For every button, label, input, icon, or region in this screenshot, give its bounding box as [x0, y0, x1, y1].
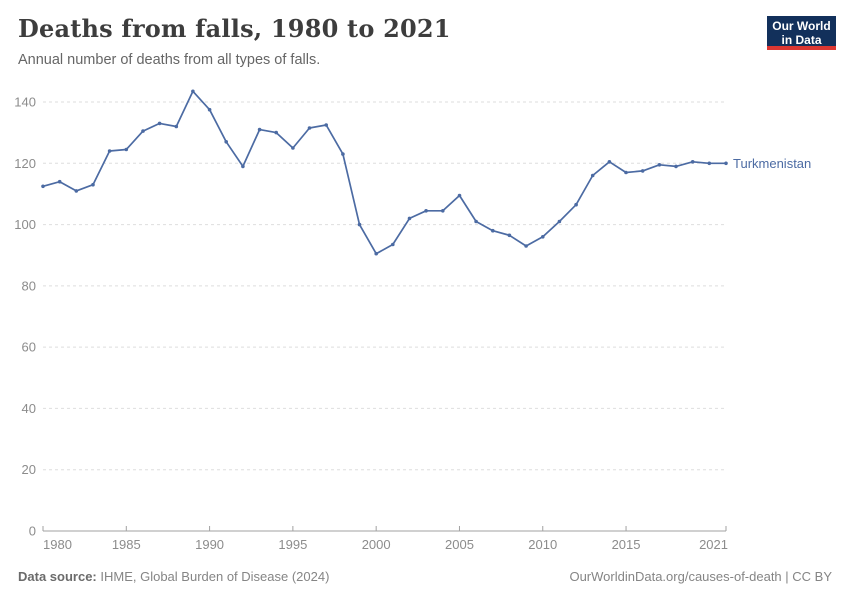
- data-point: [357, 222, 362, 227]
- data-point: [724, 161, 728, 166]
- data-point: [507, 233, 512, 238]
- data-point: [541, 235, 545, 239]
- data-point: [124, 147, 129, 152]
- y-tick-label: 120: [14, 156, 36, 171]
- data-point: [457, 193, 462, 198]
- data-point: [707, 161, 712, 166]
- data-point: [174, 124, 179, 129]
- data-point: [374, 251, 379, 256]
- data-point: [407, 216, 412, 221]
- x-tick-label: 2005: [445, 537, 474, 552]
- data-point: [191, 89, 195, 94]
- data-point: [91, 182, 95, 187]
- x-tick-label: 1985: [112, 537, 141, 552]
- data-point: [690, 160, 695, 164]
- data-point: [574, 202, 578, 207]
- data-point: [391, 242, 395, 247]
- entity-label-turkmenistan[interactable]: Turkmenistan: [733, 156, 811, 171]
- data-point: [307, 126, 312, 130]
- data-point: [557, 219, 562, 224]
- data-point: [657, 163, 662, 167]
- data-point: [224, 140, 228, 144]
- data-point: [57, 179, 62, 184]
- data-source-label: Data source:: [18, 569, 97, 584]
- data-point: [241, 164, 245, 169]
- y-tick-label: 40: [22, 401, 36, 416]
- data-point: [624, 170, 628, 175]
- chart-subtitle: Annual number of deaths from all types o…: [18, 52, 321, 68]
- data-point: [74, 189, 79, 193]
- x-tick-label: 1995: [278, 537, 307, 552]
- chart-header: Deaths from falls, 1980 to 2021 Annual n…: [0, 0, 850, 80]
- data-point: [324, 123, 329, 127]
- x-tick-label: 1990: [195, 537, 224, 552]
- owid-logo-line1: Our World: [772, 19, 831, 33]
- data-point: [424, 209, 428, 213]
- data-point: [157, 121, 162, 126]
- data-source-note: Data source: IHME, Global Burden of Dise…: [18, 569, 329, 584]
- data-point: [107, 149, 112, 153]
- data-point: [441, 209, 445, 213]
- x-tick-label: 2015: [612, 537, 641, 552]
- data-point: [607, 160, 612, 164]
- data-point: [640, 169, 645, 173]
- data-point: [474, 219, 478, 224]
- data-point: [141, 129, 145, 133]
- credit-link[interactable]: OurWorldinData.org/causes-of-death | CC …: [569, 569, 832, 584]
- data-point: [590, 173, 595, 178]
- y-tick-label: 20: [22, 462, 36, 477]
- x-tick-label: 2021: [699, 537, 728, 552]
- y-tick-label: 80: [22, 278, 36, 293]
- data-point: [207, 107, 212, 112]
- data-point: [524, 244, 528, 248]
- owid-logo: Our World in Data: [767, 16, 836, 50]
- data-point: [491, 228, 495, 233]
- data-point: [41, 184, 45, 189]
- x-tick-label: 2010: [528, 537, 557, 552]
- data-source-value: IHME, Global Burden of Disease (2024): [100, 569, 330, 584]
- y-tick-label: 100: [14, 217, 36, 232]
- y-tick-label: 140: [14, 95, 36, 110]
- x-tick-label: 1980: [43, 537, 72, 552]
- chart-footer: Data source: IHME, Global Burden of Dise…: [18, 569, 832, 584]
- data-point: [257, 127, 262, 132]
- data-line-turkmenistan: [42, 90, 727, 255]
- y-tick-label: 0: [29, 524, 36, 539]
- data-point: [674, 164, 678, 169]
- owid-logo-line2: in Data: [781, 33, 822, 47]
- data-point: [274, 130, 279, 135]
- data-point: [291, 146, 295, 150]
- x-tick-label: 2000: [362, 537, 391, 552]
- data-point: [341, 152, 345, 156]
- y-tick-label: 60: [22, 340, 36, 355]
- page-title: Deaths from falls, 1980 to 2021: [18, 14, 451, 43]
